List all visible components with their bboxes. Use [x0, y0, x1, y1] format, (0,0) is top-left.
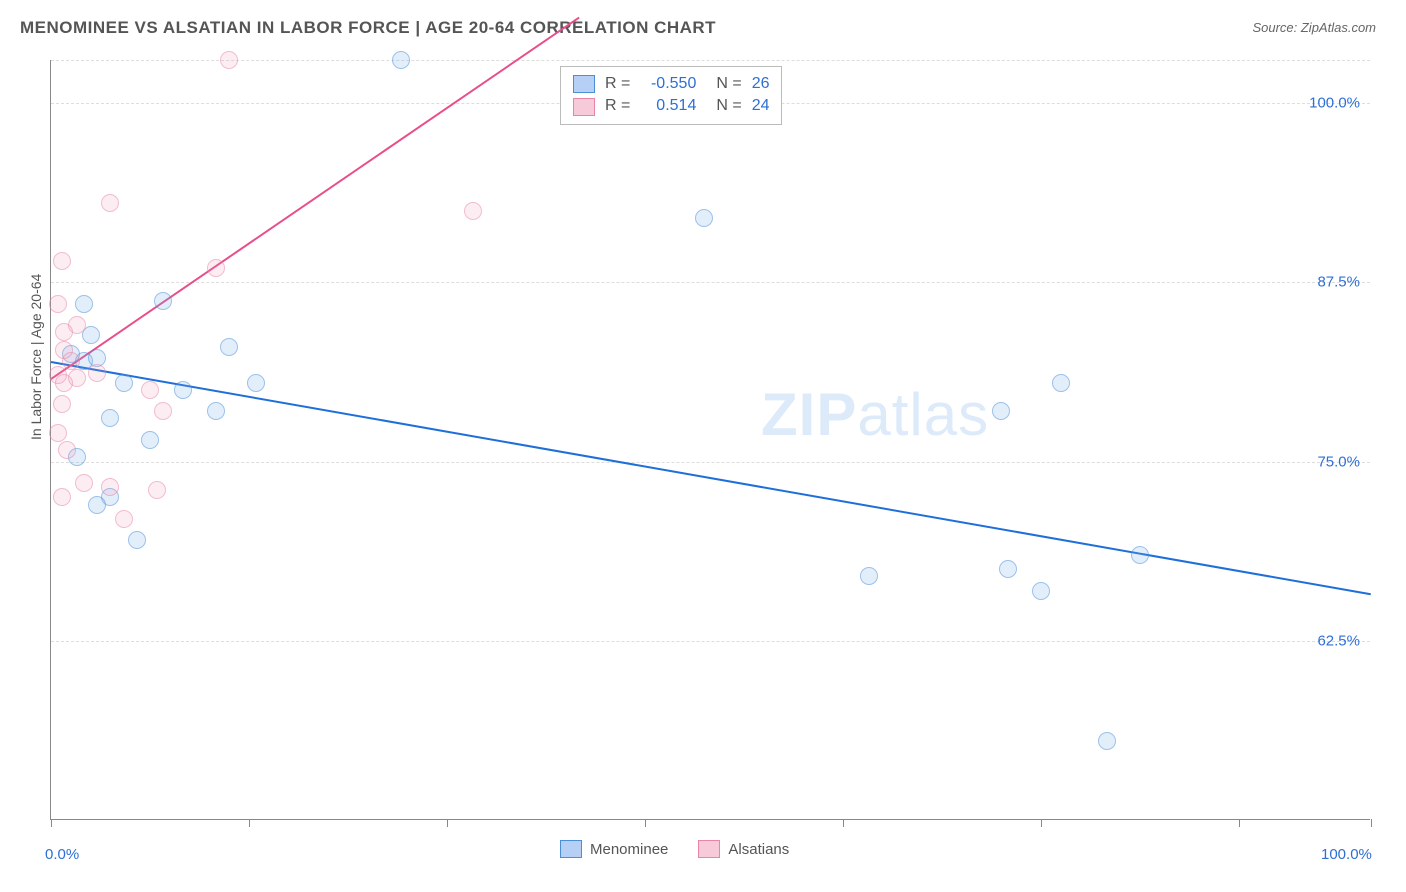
data-point [392, 51, 410, 69]
data-point [999, 560, 1017, 578]
n-label: N = [716, 73, 741, 95]
data-point [860, 567, 878, 585]
legend-item: Menominee [560, 840, 668, 858]
x-tick [843, 819, 844, 827]
stats-row: R = 0.514 N = 24 [573, 95, 769, 117]
x-tick-label: 0.0% [45, 846, 79, 863]
r-label: R = [605, 73, 630, 95]
x-tick [51, 819, 52, 827]
r-value: -0.550 [640, 73, 696, 95]
n-label: N = [716, 95, 741, 117]
chart-title: MENOMINEE VS ALSATIAN IN LABOR FORCE | A… [20, 18, 716, 38]
x-tick [447, 819, 448, 827]
legend-swatch [573, 75, 595, 93]
legend-item: Alsatians [698, 840, 789, 858]
data-point [1131, 546, 1149, 564]
data-point [101, 478, 119, 496]
y-axis-label: In Labor Force | Age 20-64 [28, 274, 44, 440]
y-tick-label: 100.0% [1309, 95, 1360, 112]
data-point [141, 431, 159, 449]
legend-label: Menominee [590, 841, 668, 858]
data-point [174, 381, 192, 399]
data-point [53, 488, 71, 506]
data-point [49, 295, 67, 313]
gridline [51, 60, 1370, 61]
data-point [141, 381, 159, 399]
r-value: 0.514 [640, 95, 696, 117]
plot-area: ZIPatlas 62.5%75.0%87.5%100.0%0.0%100.0% [50, 60, 1370, 820]
data-point [68, 316, 86, 334]
gridline [51, 282, 1370, 283]
legend-swatch [573, 98, 595, 116]
data-point [115, 510, 133, 528]
data-point [75, 474, 93, 492]
x-tick [645, 819, 646, 827]
r-label: R = [605, 95, 630, 117]
data-point [58, 441, 76, 459]
n-value: 24 [752, 95, 770, 117]
n-value: 26 [752, 73, 770, 95]
data-point [1032, 582, 1050, 600]
data-point [88, 496, 106, 514]
y-tick-label: 75.0% [1317, 453, 1360, 470]
stats-row: R = -0.550 N = 26 [573, 73, 769, 95]
data-point [115, 374, 133, 392]
stats-box: R = -0.550 N = 26 R = 0.514 N = 24 [560, 66, 782, 125]
watermark: ZIPatlas [761, 380, 989, 449]
data-point [53, 395, 71, 413]
legend-label: Alsatians [728, 841, 789, 858]
data-point [207, 259, 225, 277]
data-point [49, 424, 67, 442]
x-tick [1239, 819, 1240, 827]
data-point [154, 292, 172, 310]
data-point [101, 194, 119, 212]
bottom-legend: Menominee Alsatians [560, 840, 789, 858]
x-tick [1371, 819, 1372, 827]
data-point [148, 481, 166, 499]
data-point [1052, 374, 1070, 392]
data-point [220, 51, 238, 69]
legend-swatch [560, 840, 582, 858]
regression-line [50, 17, 579, 380]
data-point [55, 341, 73, 359]
data-point [207, 402, 225, 420]
x-tick-label: 100.0% [1321, 846, 1372, 863]
data-point [695, 209, 713, 227]
data-point [247, 374, 265, 392]
data-point [464, 202, 482, 220]
data-point [75, 295, 93, 313]
data-point [992, 402, 1010, 420]
x-tick [1041, 819, 1042, 827]
x-tick [249, 819, 250, 827]
gridline [51, 641, 1370, 642]
y-tick-label: 62.5% [1317, 632, 1360, 649]
data-point [53, 252, 71, 270]
chart-container: MENOMINEE VS ALSATIAN IN LABOR FORCE | A… [0, 0, 1406, 892]
data-point [1098, 732, 1116, 750]
source-label: Source: ZipAtlas.com [1252, 20, 1376, 35]
data-point [68, 369, 86, 387]
regression-line [51, 361, 1371, 595]
legend-swatch [698, 840, 720, 858]
data-point [101, 409, 119, 427]
y-tick-label: 87.5% [1317, 274, 1360, 291]
gridline [51, 462, 1370, 463]
data-point [88, 364, 106, 382]
data-point [154, 402, 172, 420]
data-point [128, 531, 146, 549]
data-point [220, 338, 238, 356]
